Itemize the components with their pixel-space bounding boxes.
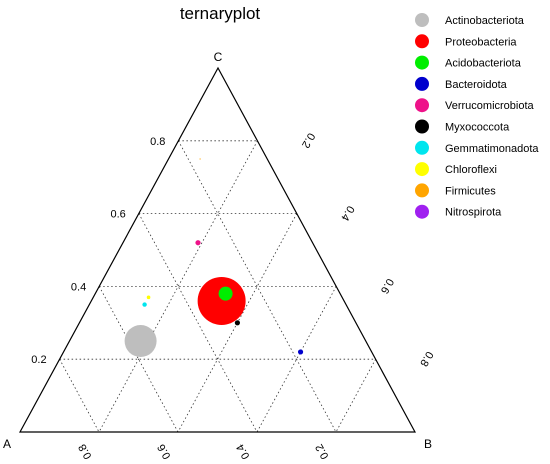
- grid: [59, 140, 376, 433]
- grid-line-b: [138, 213, 258, 433]
- legend-label: Proteobacteria: [445, 36, 517, 48]
- legend-label: Verrucomicrobiota: [445, 100, 535, 112]
- vertex-label: A: [3, 437, 11, 451]
- data-point-gemmatimonadota: [142, 302, 147, 307]
- legend-label: Actinobacteriota: [445, 15, 525, 27]
- grid-line-b: [59, 359, 100, 433]
- legend-marker: [415, 76, 429, 91]
- triangle-outline: [18, 66, 417, 433]
- legend-label: Nitrospirota: [445, 207, 502, 219]
- tick-label-left: 0.4: [71, 281, 86, 293]
- tick-label-right: 0.8: [417, 349, 435, 368]
- legend-label: Gemmatimonadota: [445, 143, 539, 155]
- legend-label: Acidobacteriota: [445, 58, 522, 70]
- tick-label-right: 0.2: [299, 131, 317, 150]
- legend-marker: [415, 140, 429, 155]
- chart-title: ternaryplot: [180, 4, 261, 23]
- data-point-myxococcota: [234, 320, 240, 326]
- tick-label-bottom: 0.2: [313, 442, 331, 461]
- data-point-firmicutes: [199, 158, 201, 160]
- data-point-actinobacteriota: [124, 325, 157, 357]
- grid-line-a: [98, 140, 258, 433]
- legend-marker: [415, 13, 429, 27]
- legend-marker: [415, 162, 429, 177]
- vertex-label: B: [424, 437, 432, 451]
- legend-label: Chloroflexi: [445, 164, 497, 176]
- data-point-bacteroidota: [297, 349, 304, 355]
- legend-marker: [415, 55, 429, 70]
- legend-label: Myxococcota: [445, 122, 510, 134]
- tick-label-bottom: 0.4: [234, 442, 252, 461]
- vertex-label: C: [214, 50, 223, 64]
- tick-label-bottom: 0.6: [155, 442, 173, 461]
- data-point-acidobacteriota: [218, 286, 233, 301]
- tick-label-bottom: 0.8: [76, 442, 94, 461]
- tick-label-left: 0.2: [31, 354, 46, 366]
- tick-label-left: 0.6: [111, 209, 126, 221]
- vertex-labels: A B C: [3, 50, 432, 451]
- data-point-proteobacteria: [197, 276, 246, 325]
- triangle-frame: [18, 66, 417, 433]
- legend: Actinobacteriota Proteobacteria Acidobacte…: [415, 13, 539, 219]
- tick-label-right: 0.6: [378, 276, 396, 295]
- legend-marker: [415, 183, 429, 198]
- data-point-chloroflexi: [146, 295, 151, 300]
- data-points: [124, 158, 304, 357]
- tick-label-right: 0.4: [338, 203, 356, 222]
- legend-marker: [415, 204, 429, 219]
- data-point-verrucomicrobiota: [195, 240, 201, 246]
- tick-label-left: 0.8: [150, 136, 165, 148]
- legend-marker: [415, 34, 429, 49]
- legend-marker: [415, 98, 429, 113]
- legend-label: Firmicutes: [445, 185, 496, 197]
- grid-line-a: [335, 359, 376, 433]
- legend-label: Bacteroidota: [445, 79, 508, 91]
- legend-marker: [415, 119, 429, 134]
